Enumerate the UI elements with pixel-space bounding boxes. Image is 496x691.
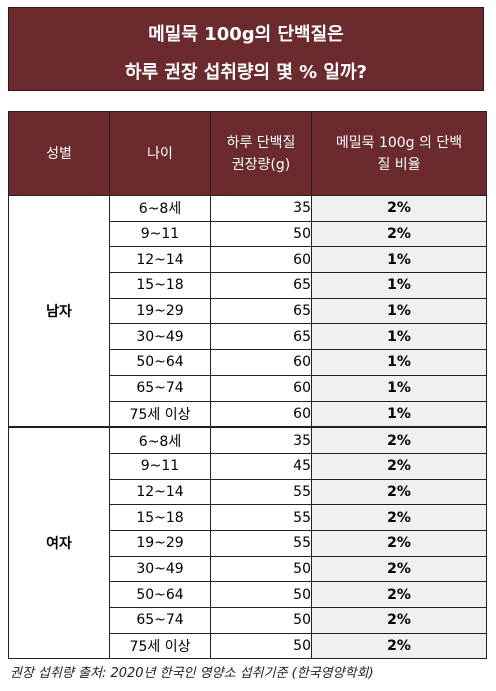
percent-cell: 2% [311,426,487,454]
table-row: 19~29 65 1% [9,297,487,325]
percent-cell: 2% [311,195,487,222]
header-rec-line-1: 하루 단백질 [226,134,296,151]
percent-cell: 2% [311,581,487,608]
age-cell: 50~64 [109,581,211,608]
table-row: 30~49 50 2% [9,555,487,583]
table-body: 남자 6~8세 35 2% 9~11 50 2% 12~14 60 1% 15~18 65 1% 19~2… [8,195,487,660]
title-line-1: 메밀묵 100g의 단백질은 [148,24,344,45]
table-row: 15~18 65 1% [9,272,487,299]
header-sex: 성별 [8,111,110,196]
age-cell: 75세 이상 [109,632,211,660]
amount-cell: 50 [210,220,312,248]
age-cell: 65~74 [109,607,211,634]
percent-cell: 1% [311,374,487,402]
amount-cell: 55 [210,504,312,531]
age-cell: 50~64 [109,349,211,376]
amount-cell: 45 [210,452,312,480]
group-label: 남자 [8,195,110,428]
source-note: 권장 섭취량 출처: 2020년 한국인 영양소 섭취기준 (한국영양학회) [10,666,374,681]
table-row: 65~74 50 2% [9,607,487,634]
table-row: 30~49 65 1% [9,323,487,351]
age-cell: 6~8세 [109,195,211,222]
percent-cell: 2% [311,607,487,634]
percent-cell: 1% [311,272,487,299]
age-cell: 19~29 [109,529,211,557]
protein-table: 성별 나이 하루 단백질 권장량(g) 메밀묵 100g 의 단백 질 비율 남… [8,111,487,660]
table-row: 65~74 60 1% [9,374,487,402]
percent-cell: 1% [311,400,487,428]
amount-cell: 65 [210,323,312,351]
header-recommended-amount: 하루 단백질 권장량(g) [210,111,312,196]
amount-cell: 35 [210,195,312,222]
percent-cell: 1% [311,297,487,325]
amount-cell: 60 [210,349,312,376]
age-cell: 9~11 [109,220,211,248]
percent-cell: 1% [311,323,487,351]
percent-cell: 2% [311,632,487,660]
amount-cell: 50 [210,581,312,608]
percent-cell: 2% [311,220,487,248]
amount-cell: 35 [210,426,312,454]
age-cell: 15~18 [109,272,211,299]
title-line-2: 하루 권장 섭취량의 몇 % 일까? [125,62,367,83]
header-row: 성별 나이 하루 단백질 권장량(g) 메밀묵 100g 의 단백 질 비율 [8,111,487,196]
amount-cell: 60 [210,374,312,402]
amount-cell: 50 [210,607,312,634]
amount-cell: 60 [210,246,312,274]
amount-cell: 55 [210,529,312,557]
age-cell: 12~14 [109,246,211,274]
amount-cell: 65 [210,297,312,325]
age-cell: 30~49 [109,555,211,583]
table-row: 여자 6~8세 35 2% [8,426,487,660]
amount-cell: 50 [210,555,312,583]
table-row: 75세 이상 50 2% [9,632,487,660]
amount-cell: 65 [210,272,312,299]
age-cell: 19~29 [109,297,211,325]
age-cell: 6~8세 [109,426,211,454]
amount-cell: 60 [210,400,312,428]
percent-cell: 1% [311,246,487,274]
age-cell: 15~18 [109,504,211,531]
table-row: 남자 6~8세 35 2% [8,195,487,428]
age-cell: 75세 이상 [109,400,211,428]
table-row: 9~11 50 2% [9,220,487,248]
table-row: 9~11 45 2% [9,452,487,480]
amount-cell: 55 [210,478,312,506]
header-ratio-line-1: 메밀묵 100g 의 단백 [335,134,463,151]
header-age: 나이 [109,111,211,196]
header-ratio-line-2: 질 비율 [377,156,421,173]
amount-cell: 50 [210,632,312,660]
age-cell: 65~74 [109,374,211,402]
age-cell: 30~49 [109,323,211,351]
percent-cell: 2% [311,504,487,531]
percent-cell: 1% [311,349,487,376]
group-label: 여자 [8,426,110,660]
table-row: 12~14 60 1% [9,246,487,274]
percent-cell: 2% [311,478,487,506]
percent-cell: 2% [311,529,487,557]
header-ratio: 메밀묵 100g 의 단백 질 비율 [311,111,487,196]
table-row: 50~64 60 1% [9,349,487,376]
age-cell: 9~11 [109,452,211,480]
title-banner: 메밀묵 100g의 단백질은 하루 권장 섭취량의 몇 % 일까? [8,7,484,91]
percent-cell: 2% [311,555,487,583]
percent-cell: 2% [311,452,487,480]
header-rec-line-2: 권장량(g) [231,156,291,173]
age-cell: 12~14 [109,478,211,506]
